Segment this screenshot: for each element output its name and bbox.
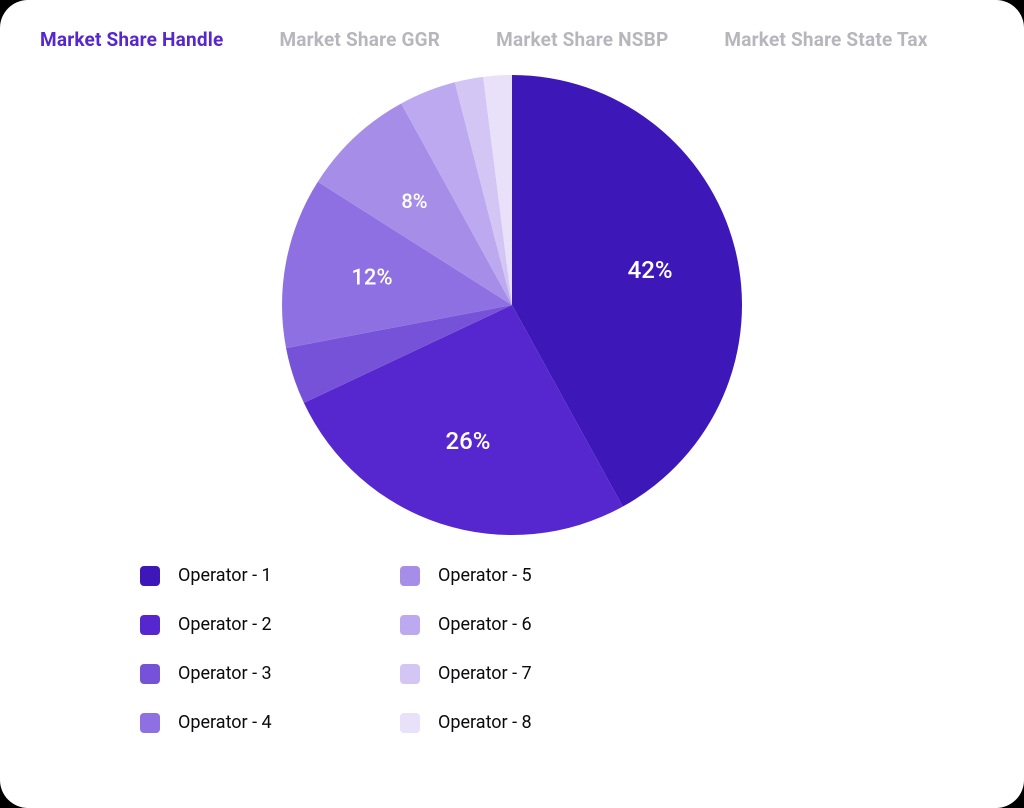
tab-bar: Market Share Handle Market Share GGR Mar… [40,28,984,51]
legend: Operator - 1 Operator - 5 Operator - 2 Oper… [140,565,984,733]
legend-item[interactable]: Operator - 8 [400,712,650,733]
pie-chart-container: 42%26%12%8% [40,75,984,535]
legend-item[interactable]: Operator - 1 [140,565,390,586]
legend-swatch [400,615,420,635]
tab-market-share-ggr[interactable]: Market Share GGR [279,28,440,51]
legend-item[interactable]: Operator - 5 [400,565,650,586]
tab-market-share-nsbp[interactable]: Market Share NSBP [496,28,668,51]
legend-label: Operator - 8 [438,712,532,733]
legend-label: Operator - 4 [178,712,272,733]
pie-chart: 42%26%12%8% [282,75,742,535]
tab-market-share-state-tax[interactable]: Market Share State Tax [724,28,927,51]
legend-item[interactable]: Operator - 6 [400,614,650,635]
legend-swatch [140,566,160,586]
legend-swatch [140,664,160,684]
legend-label: Operator - 7 [438,663,532,684]
legend-item[interactable]: Operator - 7 [400,663,650,684]
legend-label: Operator - 5 [438,565,532,586]
legend-item[interactable]: Operator - 2 [140,614,390,635]
legend-label: Operator - 1 [178,565,272,586]
legend-label: Operator - 2 [178,614,272,635]
legend-label: Operator - 3 [178,663,272,684]
legend-swatch [400,664,420,684]
legend-swatch [140,615,160,635]
legend-swatch [140,713,160,733]
legend-item[interactable]: Operator - 3 [140,663,390,684]
legend-swatch [400,713,420,733]
chart-card: Market Share Handle Market Share GGR Mar… [0,0,1024,808]
tab-market-share-handle[interactable]: Market Share Handle [40,28,223,51]
legend-swatch [400,566,420,586]
legend-item[interactable]: Operator - 4 [140,712,390,733]
legend-label: Operator - 6 [438,614,532,635]
